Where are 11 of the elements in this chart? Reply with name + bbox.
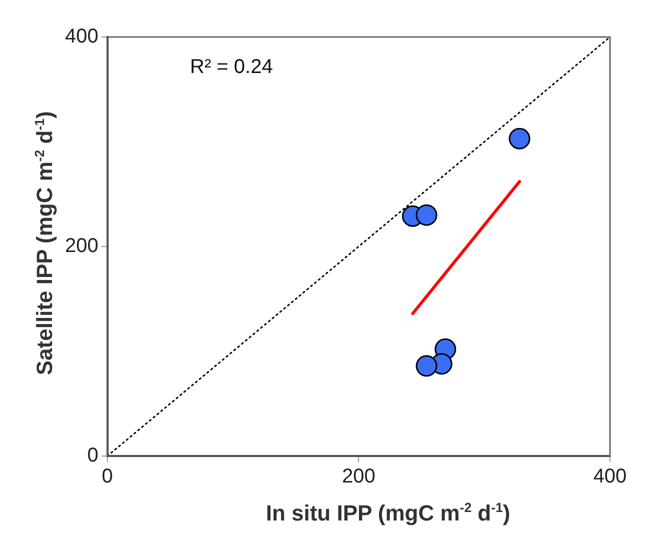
y-tick-label: 0 (87, 444, 98, 467)
point (416, 204, 438, 226)
annotation: R² = 0.24 (190, 56, 273, 79)
point (416, 355, 438, 377)
y-tick-label: 400 (64, 26, 98, 48)
y-tick-label: 200 (64, 235, 98, 258)
point (508, 128, 530, 150)
x-tick-label: 0 (102, 466, 113, 488)
x-tick-label: 200 (342, 466, 376, 488)
x-tick-label: 400 (593, 466, 627, 488)
x-axis-title: In situ IPP (mgC m$^{-2}$ d$^{-1}$) (264, 500, 512, 526)
